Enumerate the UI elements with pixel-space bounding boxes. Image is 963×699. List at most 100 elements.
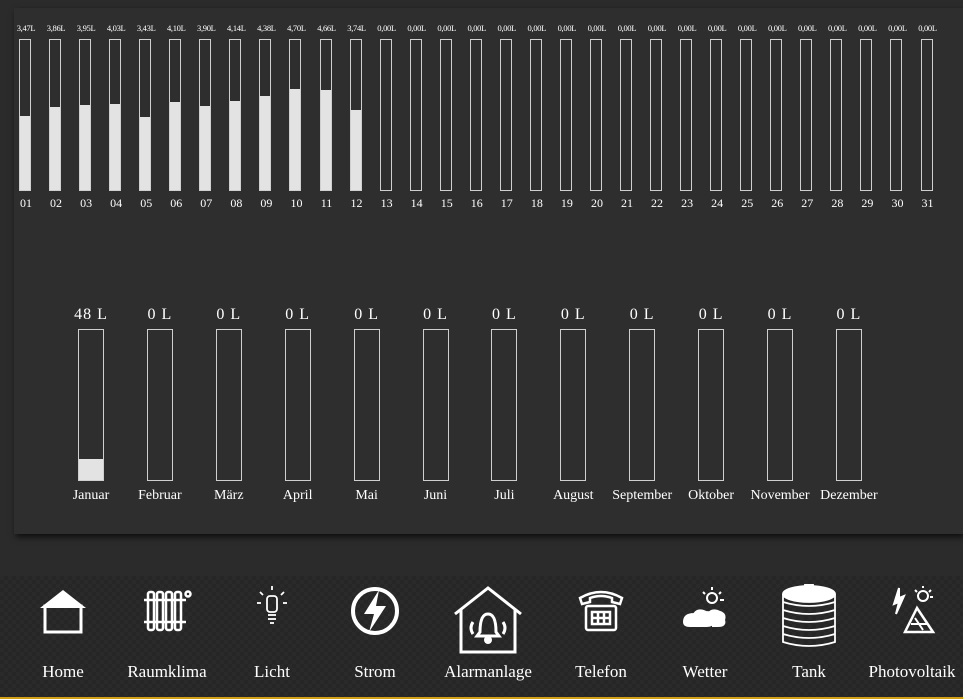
- daily-value-label: 0,00L: [737, 23, 757, 33]
- daily-value-label: 4,14L: [227, 23, 246, 33]
- monthly-month-label: September: [612, 488, 673, 503]
- nav-item-tank[interactable]: Tank: [759, 576, 859, 691]
- nav-item-label: Raumklima: [127, 662, 207, 681]
- daily-bar-frame: [680, 39, 693, 191]
- nav-item-alarmanlage[interactable]: Alarmanlage: [438, 576, 538, 691]
- daily-value-label: 0,00L: [647, 23, 667, 33]
- daily-value-label: 0,00L: [617, 23, 637, 33]
- daily-bar-frame: [529, 39, 542, 191]
- monthly-value-label: 0 L: [354, 306, 379, 323]
- daily-day-label: 15: [440, 196, 453, 210]
- daily-day-label: 25: [741, 196, 754, 210]
- nav-item-licht[interactable]: Licht: [222, 576, 322, 691]
- daily-value-label: 3,86L: [46, 23, 66, 33]
- monthly-bar-frame: [353, 329, 380, 481]
- daily-bar-frame: [19, 39, 31, 191]
- monthly-value-label: 0 L: [836, 306, 862, 323]
- daily-value-label: 4,10L: [166, 23, 186, 33]
- daily-day-label: 20: [590, 196, 603, 210]
- daily-bar-frame: [379, 39, 392, 191]
- nav-item-raumklima[interactable]: Raumklima: [117, 576, 217, 691]
- monthly-value-label: 48 L: [74, 306, 108, 323]
- monthly-bar-frame: [698, 329, 725, 481]
- daily-bar-fill: [350, 109, 361, 190]
- daily-bar-frame: [199, 39, 212, 191]
- daily-day-label: 18: [530, 196, 543, 210]
- daily-bar-frame: [409, 39, 422, 191]
- daily-bar-fill: [260, 96, 271, 190]
- daily-value-label: 0,00L: [377, 23, 396, 33]
- daily-bar-fill: [110, 103, 121, 190]
- daily-bar-fill: [170, 102, 181, 190]
- daily-value-label: 0,00L: [858, 23, 877, 33]
- daily-value-label: 0,00L: [527, 23, 547, 33]
- nav-item-label: Tank: [792, 662, 826, 681]
- nav-item-photovoltaik[interactable]: Photovoltaik: [862, 576, 962, 691]
- daily-day-label: 21: [621, 196, 633, 210]
- monthly-value-label: 0 L: [216, 306, 242, 323]
- daily-day-label: 03: [80, 196, 93, 210]
- nav-item-wetter[interactable]: Wetter: [655, 576, 755, 691]
- daily-bar-frame: [79, 39, 92, 191]
- daily-value-label: 0,00L: [497, 23, 517, 33]
- monthly-month-label: Juni: [423, 488, 448, 503]
- daily-bar-frame: [229, 39, 242, 191]
- daily-day-label: 11: [320, 196, 333, 210]
- daily-value-label: 0,00L: [707, 23, 727, 33]
- daily-day-label: 24: [711, 196, 724, 210]
- monthly-value-label: 0 L: [147, 306, 173, 323]
- daily-value-label: 0,00L: [437, 23, 456, 33]
- monthly-value-label: 0 L: [698, 306, 724, 323]
- daily-bar-frame: [860, 39, 873, 191]
- monthly-month-label: Juli: [494, 488, 515, 503]
- monthly-bar-frame: [78, 329, 104, 481]
- daily-bar-frame: [109, 39, 122, 191]
- monthly-bar-frame: [491, 329, 518, 481]
- bottom-navigation: Home Raumklima Licht Strom Alarmanlage Telefo…: [0, 576, 963, 699]
- daily-bar-frame: [289, 39, 302, 191]
- monthly-bar-frame: [284, 329, 311, 481]
- monthly-value-label: 0 L: [560, 306, 586, 323]
- monthly-month-label: Mai: [355, 488, 378, 503]
- monthly-value-label: 0 L: [629, 306, 655, 323]
- daily-day-label: 17: [500, 196, 513, 210]
- consumption-panel: 3,47L 01 3,86L 02 3,95L 03 4,03L 04 3,43L 05 4,10L…: [14, 8, 963, 534]
- nav-item-home[interactable]: Home: [13, 576, 113, 691]
- monthly-value-label: 0 L: [285, 306, 311, 323]
- daily-bar-frame: [650, 39, 663, 191]
- daily-bar-fill: [290, 89, 301, 190]
- daily-day-label: 22: [651, 196, 664, 210]
- daily-bar-frame: [169, 39, 182, 191]
- nav-item-telefon[interactable]: Telefon: [551, 576, 651, 691]
- daily-value-label: 4,38L: [257, 23, 276, 33]
- daily-bar-frame: [469, 39, 482, 191]
- daily-value-label: 0,00L: [467, 23, 487, 33]
- daily-bar-frame: [139, 39, 152, 191]
- monthly-month-label: Februar: [138, 488, 182, 503]
- daily-value-label: 3,74L: [347, 23, 366, 33]
- nav-item-label: Strom: [354, 662, 396, 681]
- daily-bar-frame: [620, 39, 632, 191]
- nav-item-label: Home: [42, 662, 84, 681]
- daily-value-label: 3,47L: [16, 23, 36, 33]
- nav-item-strom[interactable]: Strom: [325, 576, 425, 691]
- daily-bar-frame: [740, 39, 753, 191]
- monthly-bar-fill: [79, 459, 103, 480]
- daily-day-label: 29: [861, 196, 874, 210]
- daily-chart: 3,47L 01 3,86L 02 3,95L 03 4,03L 04 3,43L 05 4,10L…: [14, 8, 963, 228]
- daily-day-label: 02: [50, 196, 63, 210]
- daily-bar-fill: [80, 105, 91, 190]
- daily-bar-frame: [319, 39, 332, 191]
- daily-bar-frame: [439, 39, 452, 191]
- daily-bar-frame: [499, 39, 512, 191]
- daily-value-label: 0,00L: [798, 23, 817, 33]
- monthly-chart: 48 L Januar 0 L Februar 0 L März 0 L April 0 L Ma…: [14, 298, 963, 528]
- monthly-bar-frame: [560, 329, 587, 481]
- daily-bar-frame: [49, 39, 62, 191]
- daily-bar-fill: [20, 115, 30, 190]
- daily-day-label: 10: [290, 196, 303, 210]
- daily-day-label: 19: [560, 196, 573, 210]
- daily-value-label: 3,95L: [76, 23, 96, 33]
- nav-item-label: Licht: [254, 662, 290, 681]
- daily-bar-frame: [349, 39, 362, 191]
